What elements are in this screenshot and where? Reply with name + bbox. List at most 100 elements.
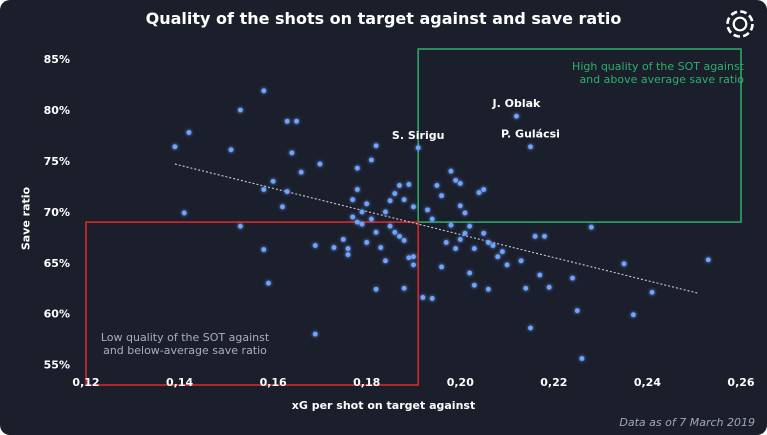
data-point xyxy=(312,243,318,248)
data-point xyxy=(457,203,463,209)
y-tick-label: 80% xyxy=(44,104,70,117)
data-point xyxy=(425,207,430,213)
data-point xyxy=(579,356,585,361)
data-point xyxy=(481,187,487,192)
data-point xyxy=(467,223,473,229)
data-point xyxy=(364,201,370,207)
data-point xyxy=(354,165,360,171)
low-quality-note: Low quality of the SOT against and below-… xyxy=(101,331,270,357)
data-point xyxy=(294,118,299,124)
data-point xyxy=(331,245,337,250)
data-point xyxy=(443,240,449,245)
data-point xyxy=(373,143,379,149)
data-point xyxy=(172,144,178,150)
data-point xyxy=(649,289,655,295)
data-point xyxy=(434,183,440,188)
x-tick-label: 0,24 xyxy=(634,376,661,389)
data-point xyxy=(462,210,468,216)
y-tick-label: 70% xyxy=(44,206,70,219)
data-point xyxy=(397,233,402,239)
data-point xyxy=(237,223,243,229)
data-point xyxy=(420,295,426,300)
data-point xyxy=(514,113,519,119)
data-point xyxy=(397,183,402,188)
x-tick-label: 0,20 xyxy=(447,376,474,389)
data-point xyxy=(532,233,538,239)
y-tick-label: 75% xyxy=(44,155,70,168)
y-tick-label: 55% xyxy=(44,359,70,372)
data-point xyxy=(574,308,580,314)
data-point xyxy=(457,237,463,242)
data-point xyxy=(485,286,491,292)
data-point xyxy=(546,284,552,290)
data-point xyxy=(378,245,384,250)
data-point xyxy=(345,246,351,251)
trend-line xyxy=(174,163,700,294)
data-point xyxy=(387,198,393,204)
data-point xyxy=(181,210,187,216)
data-point xyxy=(350,197,356,203)
data-point xyxy=(542,233,547,239)
data-point xyxy=(570,275,575,281)
data-point xyxy=(481,230,487,236)
data-point xyxy=(499,249,505,255)
data-point xyxy=(504,262,510,268)
data-point xyxy=(528,325,533,331)
data-point xyxy=(284,118,290,124)
x-axis-label: xG per shot on target against xyxy=(291,399,476,412)
data-point xyxy=(261,247,267,252)
data-point xyxy=(588,224,594,230)
data-point xyxy=(490,243,496,248)
data-point xyxy=(476,190,482,195)
data-point xyxy=(383,209,388,215)
data-point xyxy=(462,230,468,236)
data-point xyxy=(415,145,421,151)
y-tick-label: 60% xyxy=(44,308,70,321)
data-point xyxy=(186,130,192,135)
data-point xyxy=(401,285,407,291)
data-point xyxy=(406,182,412,187)
chart-title: Quality of the shots on target against a… xyxy=(145,9,622,28)
data-point xyxy=(439,193,444,199)
data-point xyxy=(354,187,360,192)
data-point xyxy=(392,191,398,196)
data-point xyxy=(261,187,267,192)
data-point xyxy=(228,147,234,153)
data-point xyxy=(237,107,243,113)
low-quality-region xyxy=(85,221,419,386)
x-tick-label: 0,18 xyxy=(353,376,380,389)
data-point xyxy=(471,246,477,251)
data-point xyxy=(495,254,501,260)
x-tick-label: 0,16 xyxy=(260,376,287,389)
data-point xyxy=(270,178,276,184)
data-point xyxy=(401,238,407,243)
data-point xyxy=(317,161,323,167)
opta-ring-icon xyxy=(726,10,754,38)
data-point xyxy=(340,237,346,242)
data-point xyxy=(467,270,473,276)
data-point xyxy=(401,197,407,203)
data-point xyxy=(453,177,459,183)
data-point xyxy=(368,157,374,163)
data-point xyxy=(457,181,463,186)
data-point xyxy=(266,280,271,286)
data-point xyxy=(284,189,290,194)
data-point xyxy=(518,258,524,264)
data-point xyxy=(373,286,379,292)
data-point xyxy=(350,214,356,220)
data-point xyxy=(406,255,412,261)
point-label: J. Oblak xyxy=(492,97,542,110)
data-point xyxy=(387,223,393,229)
y-tick-label: 85% xyxy=(44,53,70,66)
point-label: S. Sirigu xyxy=(392,129,445,142)
data-point xyxy=(354,219,360,225)
data-point xyxy=(448,222,454,228)
data-point xyxy=(523,285,529,291)
data-point xyxy=(485,240,491,245)
data-point xyxy=(298,169,304,175)
data-point xyxy=(345,252,351,258)
data-point xyxy=(383,258,388,264)
high-quality-note: High quality of the SOT against and above… xyxy=(572,60,745,86)
